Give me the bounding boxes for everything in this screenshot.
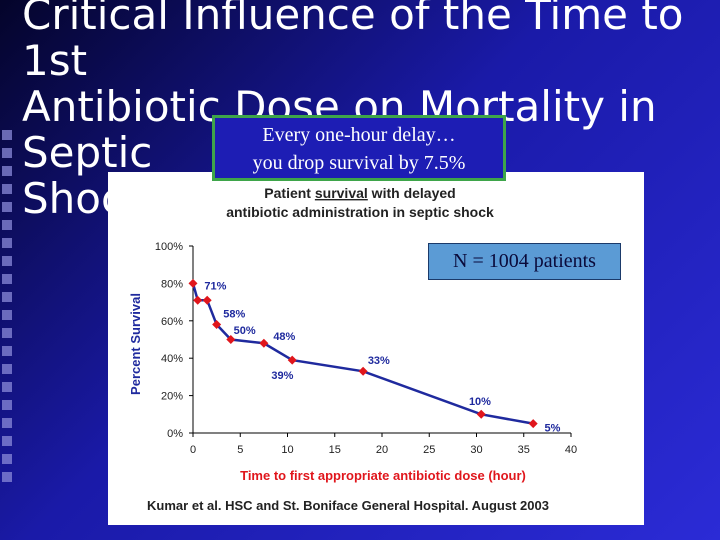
x-tick-label: 10 <box>281 444 293 456</box>
chart-title-pre: Patient <box>264 185 315 201</box>
y-tick-label: 20% <box>161 391 183 403</box>
x-tick-label: 0 <box>190 444 196 456</box>
y-tick-label: 60% <box>161 316 183 328</box>
data-point-marker <box>528 419 538 429</box>
data-label: 10% <box>469 396 491 408</box>
bullet-square <box>2 256 12 266</box>
data-point-marker <box>259 338 269 348</box>
bullet-square <box>2 238 12 248</box>
bullet-square <box>2 454 12 464</box>
data-point-marker <box>202 295 212 305</box>
bullet-square <box>2 346 12 356</box>
survival-chart: Patient survival with delayed antibiotic… <box>128 185 577 513</box>
bullet-square <box>2 202 12 212</box>
data-label: 39% <box>271 370 293 382</box>
data-point-marker <box>476 409 486 419</box>
bullet-square <box>2 292 12 302</box>
sample-size-box: N = 1004 patients <box>428 243 621 280</box>
data-point-marker <box>193 295 203 305</box>
callout-line-1: Every one-hour delay… <box>262 124 456 146</box>
data-point-marker <box>358 366 368 376</box>
data-point-marker <box>226 335 236 344</box>
data-label-layer: 71% 58% 50% 48% 39% 33% 10% 5% <box>204 280 560 434</box>
series-layer <box>188 278 538 429</box>
data-point-marker <box>188 278 198 288</box>
x-tick-label: 25 <box>423 444 435 456</box>
chart-title-line-1: Patient survival with delayed <box>264 185 455 201</box>
chart-title-line-2: antibiotic administration in septic shoc… <box>226 204 494 220</box>
slide-title: Critical Influence of the Time to 1st An… <box>22 0 712 222</box>
data-label: 5% <box>545 422 561 434</box>
x-axis-label: Time to first appropriate antibiotic dos… <box>240 468 526 483</box>
x-tick-label: 30 <box>470 444 482 456</box>
y-axis-label: Percent Survival <box>128 293 143 395</box>
data-point-marker <box>287 355 297 365</box>
chart-title-underlined: survival <box>315 185 368 201</box>
bullet-square <box>2 400 12 410</box>
callout-box: Every one-hour delay… you drop survival … <box>212 115 506 181</box>
data-label: 58% <box>223 308 245 320</box>
x-tick-label: 40 <box>565 444 577 456</box>
y-tick-label: 0% <box>167 428 183 440</box>
axes-layer: 0% 20% 40% 60% 80% 100% 0 5 10 15 20 25 30 35 40 <box>155 241 577 456</box>
bullet-square <box>2 274 12 284</box>
y-tick-label: 80% <box>161 278 183 290</box>
y-tick-label: 100% <box>155 241 183 253</box>
bullet-square <box>2 184 12 194</box>
bullet-square <box>2 148 12 158</box>
x-tick-label: 15 <box>329 444 341 456</box>
bullet-square <box>2 364 12 374</box>
data-point-marker <box>212 320 222 330</box>
bullet-square <box>2 166 12 176</box>
data-label: 50% <box>234 325 256 337</box>
y-tick-label: 40% <box>161 353 183 365</box>
callout-line-2: you drop survival by 7.5% <box>252 152 466 174</box>
bullet-square <box>2 328 12 338</box>
data-label: 48% <box>273 331 295 343</box>
chart-panel: Patient survival with delayed antibiotic… <box>108 172 644 525</box>
bullet-square <box>2 130 12 140</box>
slide-title-line-1: Critical Influence of the Time to 1st <box>22 0 684 85</box>
bullet-square <box>2 310 12 320</box>
x-tick-label: 5 <box>237 444 243 456</box>
bullet-square <box>2 220 12 230</box>
x-tick-label: 35 <box>518 444 530 456</box>
x-tick-label: 20 <box>376 444 388 456</box>
bullet-square <box>2 436 12 446</box>
citation-text: Kumar et al. HSC and St. Boniface Genera… <box>147 498 549 513</box>
data-label: 33% <box>368 355 390 367</box>
bullet-square <box>2 382 12 392</box>
survival-line <box>191 283 534 425</box>
slide-bullet-strip <box>2 130 16 490</box>
bullet-square <box>2 472 12 482</box>
chart-title-post: with delayed <box>368 185 456 201</box>
data-label: 71% <box>204 280 226 292</box>
bullet-square <box>2 418 12 428</box>
